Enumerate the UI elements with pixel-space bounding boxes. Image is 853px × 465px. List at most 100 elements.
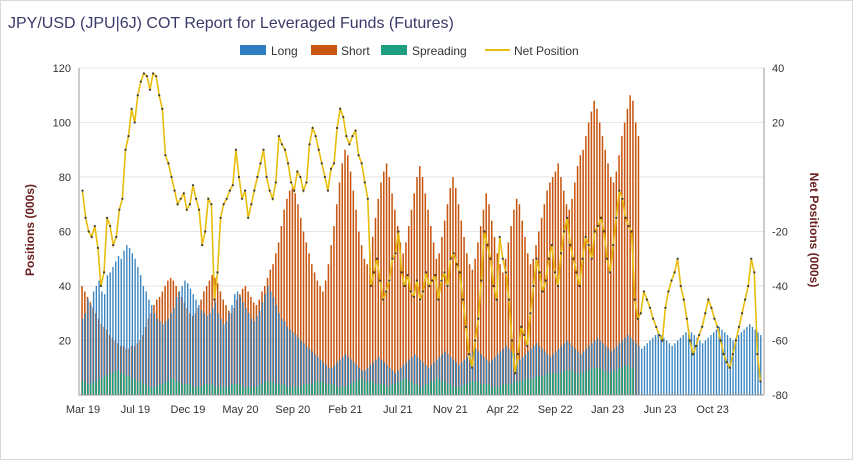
bar-spreading	[446, 384, 449, 395]
bar-spreading	[419, 386, 421, 395]
net-position-point	[673, 271, 676, 274]
bar-short	[449, 187, 451, 395]
bar-short	[626, 108, 629, 395]
net-position-point	[369, 284, 372, 288]
net-position-point	[124, 148, 127, 151]
bar-long	[145, 291, 147, 395]
legend-item-short[interactable]: Short	[311, 44, 370, 58]
bar-long	[746, 326, 748, 395]
bar-long	[369, 365, 372, 395]
bar-spreading	[244, 386, 247, 395]
bar-spreading	[228, 386, 230, 395]
bar-long	[153, 313, 156, 395]
bar-spreading	[208, 384, 211, 395]
bar-spreading	[577, 373, 579, 395]
bar-long	[447, 354, 449, 395]
bar-short	[618, 155, 620, 395]
bar-short	[610, 177, 612, 395]
bar-long	[375, 359, 377, 395]
bar-short	[407, 226, 410, 395]
net-position-point	[228, 189, 231, 192]
bar-long	[311, 351, 313, 395]
bar-spreading	[566, 370, 568, 395]
bar-spreading	[258, 384, 261, 395]
bar-spreading	[308, 384, 311, 395]
net-position-point	[685, 317, 688, 320]
bar-short	[560, 177, 562, 395]
net-position-point	[648, 306, 652, 309]
net-position-point	[698, 333, 701, 337]
bar-spreading	[103, 375, 106, 395]
bar-long	[272, 296, 275, 395]
net-position-point	[596, 224, 599, 228]
bar-long	[497, 354, 499, 395]
bar-long	[281, 318, 283, 395]
bar-long	[466, 356, 468, 395]
net-position-point	[704, 312, 707, 315]
bar-spreading	[322, 381, 324, 395]
y-tick-label-right: 40	[772, 63, 784, 75]
net-position-point	[323, 175, 326, 179]
bar-long	[455, 362, 457, 395]
net-position-point	[590, 257, 593, 260]
bar-spreading	[106, 375, 108, 395]
net-position-point	[409, 290, 412, 293]
net-position-point	[440, 279, 443, 282]
y-tick-label-left: 20	[59, 336, 71, 348]
legend-item-net-position[interactable]: Net Position	[485, 44, 579, 58]
bar-long	[505, 345, 507, 395]
bar-spreading	[170, 378, 172, 395]
bar-long	[294, 335, 297, 395]
legend-item-spreading[interactable]: Spreading	[381, 44, 467, 58]
net-position-point	[587, 244, 590, 247]
legend-item-long[interactable]: Long	[240, 44, 298, 58]
bar-short	[280, 226, 283, 395]
net-position-point	[164, 154, 167, 157]
bar-spreading	[463, 384, 466, 395]
bar-long	[679, 337, 682, 395]
net-position-point	[348, 143, 351, 146]
bar-long	[740, 332, 743, 395]
bar-long	[430, 365, 433, 395]
bar-long	[488, 362, 491, 395]
bar-spreading	[134, 378, 136, 395]
bar-short	[369, 253, 371, 395]
bar-short	[446, 204, 449, 395]
bar-spreading	[563, 370, 565, 395]
bar-short	[568, 209, 571, 395]
bar-short	[286, 198, 288, 395]
bar-short	[311, 264, 313, 395]
net-position-point	[477, 317, 480, 320]
bar-short	[443, 220, 446, 395]
bar-long	[300, 340, 302, 395]
bar-long	[259, 310, 261, 395]
bar-spreading	[374, 384, 377, 395]
bar-spreading	[278, 384, 280, 395]
net-position-point	[90, 235, 93, 239]
bar-long	[538, 345, 540, 395]
y-tick-label-left: 40	[59, 281, 71, 293]
bar-spreading	[197, 386, 200, 395]
bar-spreading	[399, 381, 402, 395]
bar-long	[688, 329, 690, 395]
bar-long	[602, 343, 604, 395]
bar-spreading	[123, 373, 125, 395]
bar-long	[754, 329, 756, 395]
bar-short	[604, 149, 607, 395]
bar-long	[646, 343, 648, 395]
bar-long	[84, 313, 86, 395]
bar-short	[510, 226, 512, 395]
bar-spreading	[289, 386, 291, 395]
bar-long	[521, 356, 524, 395]
bar-short	[388, 177, 391, 395]
net-position-point	[498, 235, 501, 239]
x-tick-label: Dec 19	[171, 404, 206, 416]
bar-long	[306, 345, 308, 395]
net-position-point	[271, 197, 274, 200]
bar-spreading	[159, 384, 161, 395]
net-position-point	[446, 284, 449, 288]
net-position-point	[421, 290, 425, 293]
bar-spreading	[546, 373, 549, 395]
bar-short	[333, 226, 335, 395]
net-position-point	[550, 244, 553, 247]
